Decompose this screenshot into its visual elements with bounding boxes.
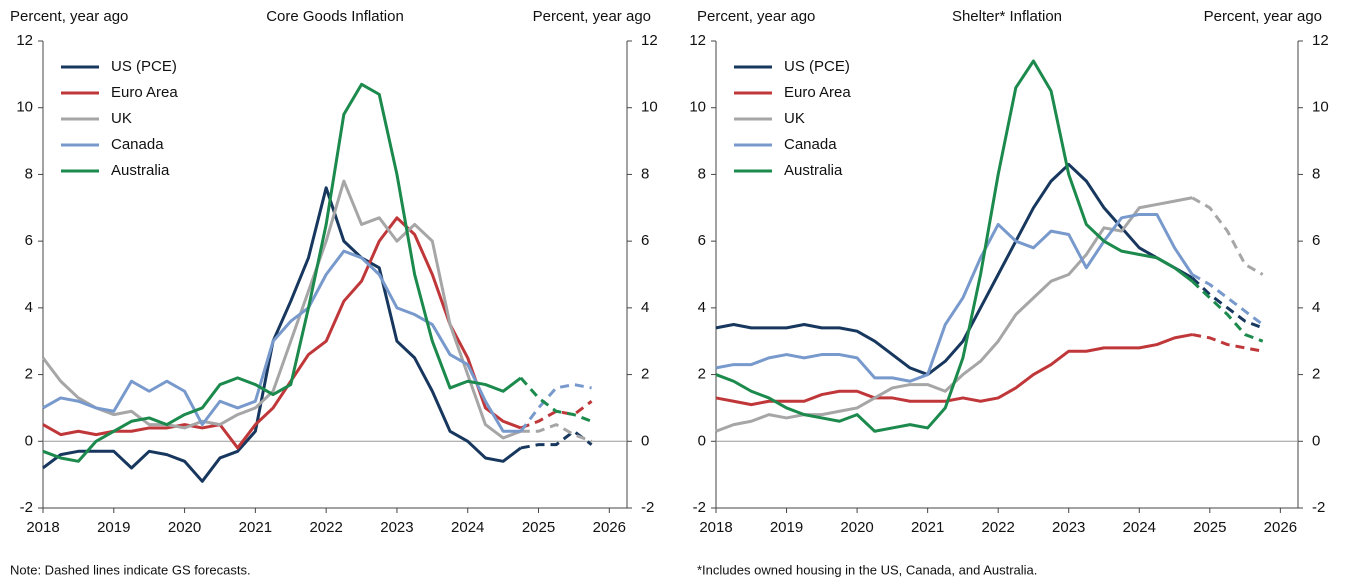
- x-tick-label: 2025: [1193, 519, 1226, 536]
- y-tick-label: 2: [698, 366, 706, 383]
- legend-label: UK: [784, 110, 805, 127]
- y2-tick-label: -2: [641, 499, 654, 516]
- forecast-line: [1191, 196, 1264, 276]
- y2-tick-label: 4: [1312, 299, 1320, 316]
- series-line: [41, 179, 522, 440]
- chart-title: Core Goods Inflation: [266, 8, 404, 25]
- y-tick-label: 10: [16, 99, 33, 116]
- y-tick-label: 6: [25, 232, 33, 249]
- legend-label: Euro Area: [111, 84, 178, 101]
- y-tick-label: 8: [698, 165, 706, 182]
- y-tick-label: -2: [20, 499, 33, 516]
- forecast-line: [1191, 273, 1264, 326]
- series-line: [42, 82, 522, 463]
- forecast-line: [1191, 276, 1264, 330]
- y2-tick-label: 0: [1312, 432, 1320, 449]
- chart-title: Shelter* Inflation: [952, 8, 1062, 25]
- x-tick-label: 2018: [26, 519, 59, 536]
- legend-label: Canada: [111, 136, 164, 153]
- forecast-line: [1191, 333, 1264, 353]
- y-tick-label: 4: [698, 299, 706, 316]
- y2-tick-label: 2: [641, 366, 649, 383]
- legend-label: US (PCE): [111, 58, 177, 75]
- forecast-line: [519, 383, 592, 433]
- legend-label: UK: [111, 110, 132, 127]
- y2-tick-label: 12: [1312, 32, 1329, 49]
- y-tick-label: 8: [25, 165, 33, 182]
- y2-tick-label: 10: [1312, 99, 1329, 116]
- x-tick-label: 2020: [840, 519, 873, 536]
- y-tick-label: 0: [25, 432, 33, 449]
- x-tick-label: 2026: [593, 519, 626, 536]
- legend-label: Australia: [784, 162, 843, 179]
- x-tick-label: 2023: [1052, 519, 1085, 536]
- y2-tick-label: -2: [1312, 499, 1325, 516]
- x-tick-label: 2023: [380, 519, 413, 536]
- x-tick-label: 2022: [309, 519, 342, 536]
- legend-label: Euro Area: [784, 84, 851, 101]
- series-line: [42, 216, 522, 450]
- forecast-line: [520, 400, 593, 430]
- y2-tick-label: 6: [1312, 232, 1320, 249]
- y2-tick-label: 8: [641, 165, 649, 182]
- y2-tick-label: 2: [1312, 366, 1320, 383]
- series-line: [715, 212, 1194, 383]
- y2-tick-label: 10: [641, 99, 658, 116]
- x-tick-label: 2018: [699, 519, 732, 536]
- y-tick-label: 0: [698, 432, 706, 449]
- x-tick-label: 2019: [97, 519, 130, 536]
- series-line: [715, 59, 1194, 433]
- y2-axis-label: Percent, year ago: [1204, 8, 1322, 25]
- series-line: [715, 333, 1193, 407]
- x-tick-label: 2020: [168, 519, 201, 536]
- y2-tick-label: 8: [1312, 165, 1320, 182]
- forecast-line: [519, 376, 593, 423]
- x-tick-label: 2021: [911, 519, 944, 536]
- y-tick-label: 2: [25, 366, 33, 383]
- legend-label: Australia: [111, 162, 170, 179]
- series-line: [715, 162, 1193, 377]
- forecast-line: [520, 429, 593, 450]
- y2-tick-label: 0: [641, 432, 649, 449]
- y-tick-label: 12: [689, 32, 706, 49]
- note: *Includes owned housing in the US, Canad…: [697, 562, 1037, 577]
- x-tick-label: 2026: [1264, 519, 1297, 536]
- y2-tick-label: 12: [641, 32, 658, 49]
- y2-tick-label: 6: [641, 232, 649, 249]
- y2-tick-label: 4: [641, 299, 649, 316]
- y-tick-label: 10: [689, 99, 706, 116]
- y-tick-label: 12: [16, 32, 33, 49]
- series-line: [715, 196, 1193, 433]
- series-line: [42, 249, 521, 433]
- forecast-line: [520, 423, 593, 443]
- y-tick-label: 4: [25, 299, 33, 316]
- x-tick-label: 2019: [770, 519, 803, 536]
- x-tick-label: 2024: [451, 519, 484, 536]
- forecast-line: [1191, 280, 1264, 343]
- legend-label: US (PCE): [784, 58, 850, 75]
- y-tick-label: 6: [698, 232, 706, 249]
- note: Note: Dashed lines indicate GS forecasts…: [10, 562, 251, 577]
- x-tick-label: 2022: [981, 519, 1014, 536]
- y-axis-label: Percent, year ago: [697, 8, 815, 25]
- series-line: [42, 186, 522, 483]
- x-tick-label: 2025: [522, 519, 555, 536]
- y-tick-label: -2: [693, 499, 706, 516]
- y-axis-label: Percent, year ago: [10, 8, 128, 25]
- x-tick-label: 2021: [239, 519, 272, 536]
- x-tick-label: 2024: [1123, 519, 1156, 536]
- y2-axis-label: Percent, year ago: [533, 8, 651, 25]
- legend-label: Canada: [784, 136, 837, 153]
